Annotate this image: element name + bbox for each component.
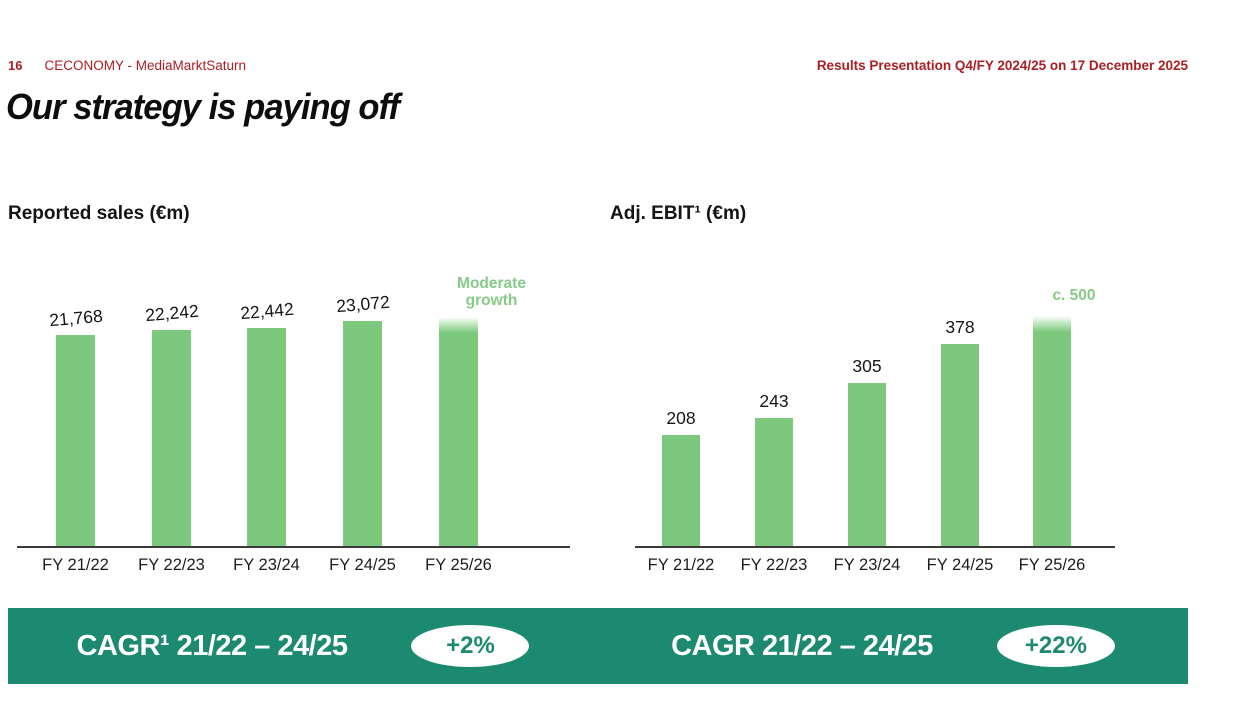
bar-fy-25-26 — [439, 317, 478, 546]
reported-sales-chart-title: Reported sales (€m) — [8, 203, 190, 224]
value-label: 378 — [945, 317, 975, 337]
adj-ebit-chart: Adj. EBIT¹ (€m) FY 21/22 208 FY 22/23 243 FY… — [610, 203, 1210, 574]
category-label: FY 24/25 — [329, 556, 396, 574]
bar-fy-21-22 — [662, 435, 700, 546]
header-left: 16 CECONOMY - MediaMarktSaturn — [8, 58, 246, 73]
estimate-annotation: c. 500 — [1052, 286, 1096, 304]
category-label: FY 21/22 — [42, 556, 109, 574]
value-label: 305 — [852, 356, 882, 376]
adj-ebit-chart-title: Adj. EBIT¹ (€m) — [610, 203, 747, 224]
bar-fy-25-26 — [1033, 316, 1071, 546]
reported-sales-chart: Reported sales (€m) FY 21/22 21,768 FY 22/… — [8, 203, 588, 574]
page-number: 16 — [8, 58, 23, 73]
slide-title: Our strategy is paying off — [6, 86, 400, 127]
category-label: FY 25/26 — [1018, 556, 1086, 574]
bar-fy-24-25 — [343, 321, 382, 546]
bar-fy-23-24 — [848, 383, 886, 546]
cagr-sales-badge: +2% — [411, 625, 530, 667]
cagr-ebit-badge: +22% — [996, 625, 1115, 667]
category-label: FY 25/26 — [425, 556, 492, 574]
reported-sales-plot-area: FY 21/22 21,768 FY 22/23 22,242 FY 23/24 22,4… — [17, 275, 570, 574]
category-label: FY 21/22 — [647, 556, 715, 574]
bar-fy-22-23 — [152, 330, 191, 546]
estimate-annotation: Moderate growth — [457, 274, 526, 309]
cagr-sales-label: CAGR¹ 21/22 – 24/25 — [76, 629, 348, 662]
category-label: FY 22/23 — [138, 556, 205, 574]
category-label: FY 23/24 — [233, 556, 300, 574]
bar-fy-24-25 — [941, 344, 979, 546]
cagr-sales-group: CAGR¹ 21/22 – 24/25 +2% — [8, 608, 598, 684]
bar-fy-21-22 — [56, 335, 95, 546]
bar-fy-22-23 — [755, 418, 793, 546]
cagr-ebit-label: CAGR 21/22 – 24/25 — [671, 629, 933, 662]
bar-fy-23-24 — [247, 328, 286, 546]
x-axis-line — [17, 546, 570, 548]
x-axis-line — [635, 546, 1115, 548]
cagr-banner: CAGR¹ 21/22 – 24/25 +2% CAGR 21/22 – 24/… — [8, 608, 1188, 684]
value-label: 23,072 — [334, 291, 390, 317]
category-label: FY 22/23 — [740, 556, 808, 574]
value-label: 208 — [666, 408, 696, 428]
brand-text: CECONOMY - MediaMarktSaturn — [44, 58, 247, 73]
category-label: FY 23/24 — [833, 556, 901, 574]
value-label: 243 — [759, 391, 789, 411]
cagr-ebit-group: CAGR 21/22 – 24/25 +22% — [598, 608, 1188, 684]
slide-header: 16 CECONOMY - MediaMarktSaturn Results P… — [8, 58, 1188, 76]
presentation-info: Results Presentation Q4/FY 2024/25 on 17… — [816, 58, 1188, 73]
category-label: FY 24/25 — [926, 556, 994, 574]
adj-ebit-plot-area: FY 21/22 208 FY 22/23 243 FY 23/24 305 FY 24/2… — [635, 287, 1115, 574]
